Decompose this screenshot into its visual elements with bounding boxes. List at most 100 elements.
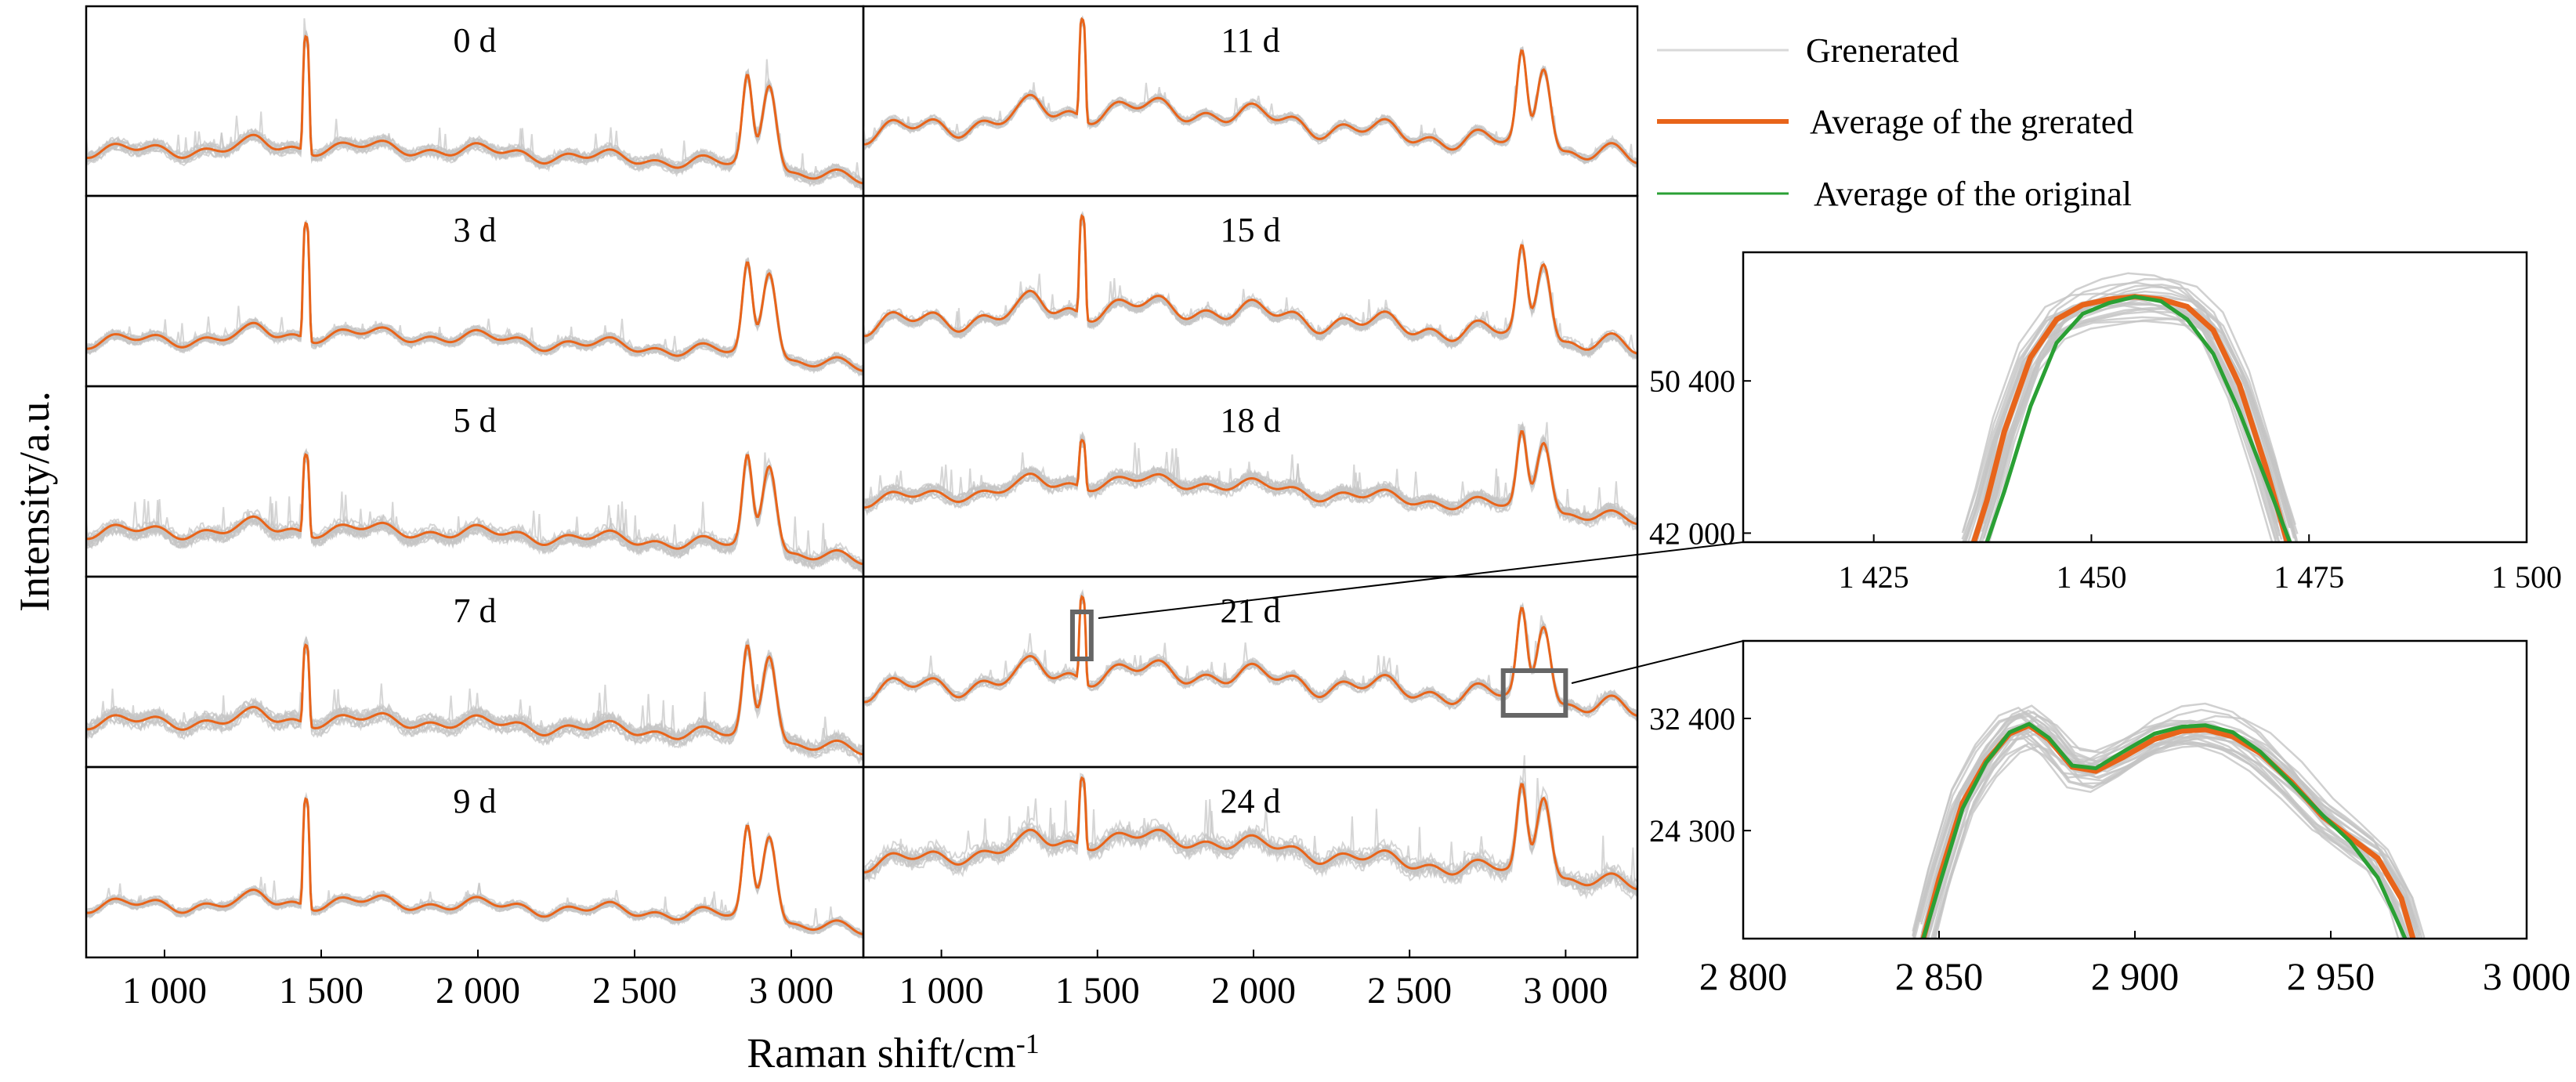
x-tick-label: 1 500 (279, 970, 364, 1011)
generated-spectrum-line (863, 434, 1637, 531)
generated-spectrum-line (863, 773, 1637, 885)
panel-15d: 15 d (862, 194, 1639, 388)
generated-spectrum-line (863, 780, 1637, 900)
panel-label: 24 d (1221, 782, 1281, 820)
x-tick-label: 2 000 (436, 970, 520, 1011)
average-generated-line (85, 453, 864, 566)
generated-spectrum-line (85, 452, 863, 569)
zoom-y-tick-label: 24 300 (1649, 813, 1735, 849)
generated-spectrum-line (863, 424, 1638, 524)
panel-label: 15 d (1221, 211, 1281, 249)
generated-spectrum-line (85, 452, 863, 573)
panel-label: 18 d (1221, 401, 1281, 440)
zoom-connectors (1098, 541, 1744, 684)
highlight-box-1450 (1069, 610, 1094, 661)
generated-spectrum-line (85, 456, 864, 569)
generated-spectrum-line (863, 755, 1638, 892)
zoom-x-tick-label: 3 000 (2483, 954, 2571, 998)
generated-spectrum-line (863, 423, 1638, 531)
zoom-x-tick-label: 1 500 (2491, 559, 2562, 595)
generated-spectrum-line (85, 457, 863, 570)
average-generated-line (85, 34, 864, 185)
generated-spectrum-line (85, 456, 864, 570)
generated-spectrum-line (85, 223, 863, 376)
generated-spectrum-line (85, 455, 863, 570)
generated-spectrum-line (85, 458, 863, 574)
panel-18d: 18 d (862, 385, 1639, 578)
x-tick-label: 2 500 (592, 970, 677, 1011)
zoom-y-tick-label: 32 400 (1649, 701, 1735, 736)
average-original-line (1921, 722, 2408, 939)
zoom-x-tick-label: 1 425 (1839, 559, 1909, 595)
generated-spectrum-line (85, 798, 863, 937)
average-generated-line (863, 16, 1638, 165)
generated-spectrum-line (85, 798, 863, 935)
zoom-x-tick-label: 2 850 (1895, 954, 1984, 998)
zoom-2900-inset: 2 800 2 850 2 900 2 950 3 000 24 300 32 400 (1649, 639, 2571, 998)
generated-spectrum-line (85, 220, 863, 371)
panel-label: 5 d (454, 401, 497, 440)
x-tick-label: 2 000 (1211, 970, 1296, 1011)
panel-9d: 9 d 1 000 1 500 2 000 2 500 3 000 (85, 765, 865, 1011)
x-tick-label: 1 000 (122, 970, 207, 1011)
generated-spectrum-line (1925, 721, 2412, 939)
highlight-box-2900 (1500, 668, 1568, 718)
x-tick-label: 3 000 (1523, 970, 1608, 1011)
generated-spectrum-line (85, 454, 863, 572)
generated-spectrum-line (85, 801, 863, 939)
zoom-x-tick-label: 2 800 (1699, 954, 1788, 998)
average-generated-line (863, 776, 1638, 891)
panel-label: 9 d (454, 782, 497, 820)
panel-label: 7 d (454, 592, 497, 630)
generated-spectrum-line (85, 41, 863, 191)
zoom-frame (1742, 251, 2528, 544)
x-axis-title: Raman shift/cm-1 (747, 1028, 1039, 1077)
legend-label-generated: Grenerated (1806, 31, 1959, 70)
average-generated-line (85, 643, 864, 756)
average-generated-line (85, 221, 864, 372)
generated-spectrum-line (85, 39, 863, 189)
x-axis-title-text: Raman shift/cm (747, 1030, 1015, 1077)
average-original-line (1984, 295, 2292, 542)
generated-spectrum-line (1984, 290, 2299, 542)
zoom-x-tick-label: 2 950 (2287, 954, 2375, 998)
zoom-x-tick-label: 1 475 (2274, 559, 2344, 595)
generated-spectrum-line (86, 646, 863, 759)
generated-spectrum-line (85, 42, 863, 189)
zoom-x-tick-label: 1 450 (2056, 559, 2126, 595)
generated-spectrum-line (85, 800, 863, 938)
generated-spectrum-line (1929, 726, 2421, 936)
panel-0d: 0 d (85, 5, 865, 197)
x-tick-label: 1 500 (1055, 970, 1140, 1011)
x-tick-label: 1 000 (899, 970, 984, 1011)
generated-spectrum-line (85, 454, 863, 573)
zoom-1450-inset: 1 425 1 450 1 475 1 500 42 000 50 400 (1649, 251, 2562, 595)
legend-label-avg-generated: Average of the grerated (1810, 103, 2133, 141)
panel-frame (862, 765, 1639, 959)
legend-label-avg-original: Average of the original (1814, 175, 2132, 213)
zoom-plot-area (1912, 702, 2426, 939)
connector-line-2900 (1571, 640, 1744, 684)
generated-spectrum-line (863, 429, 1638, 529)
generated-spectrum-line (85, 39, 864, 190)
generated-spectrum-line (863, 211, 1637, 354)
panel-5d: 5 d (85, 385, 865, 578)
generated-spectrum-line (85, 33, 863, 183)
connector-line-1450 (1098, 541, 1744, 619)
generated-spectrum-line (85, 37, 864, 190)
generated-spectrum-line (85, 646, 863, 762)
x-tick-label: 2 500 (1367, 970, 1452, 1011)
panel-11d: 11 d (862, 5, 1639, 197)
generated-spectrum-line (1962, 304, 2278, 542)
average-generated-line (863, 429, 1638, 526)
zoom-y-tick-label: 50 400 (1649, 364, 1735, 399)
panel-3d: 3 d (85, 194, 865, 388)
generated-spectrum-line (863, 20, 1637, 168)
generated-spectrum-line (85, 800, 863, 938)
average-generated-line (863, 595, 1638, 717)
legend: Grenerated Average of the grerated Avera… (1657, 31, 2133, 213)
zoom-x-tick-label: 2 900 (2091, 954, 2180, 998)
generated-spectrum-line (85, 36, 863, 186)
generated-spectrum-line (85, 458, 864, 572)
